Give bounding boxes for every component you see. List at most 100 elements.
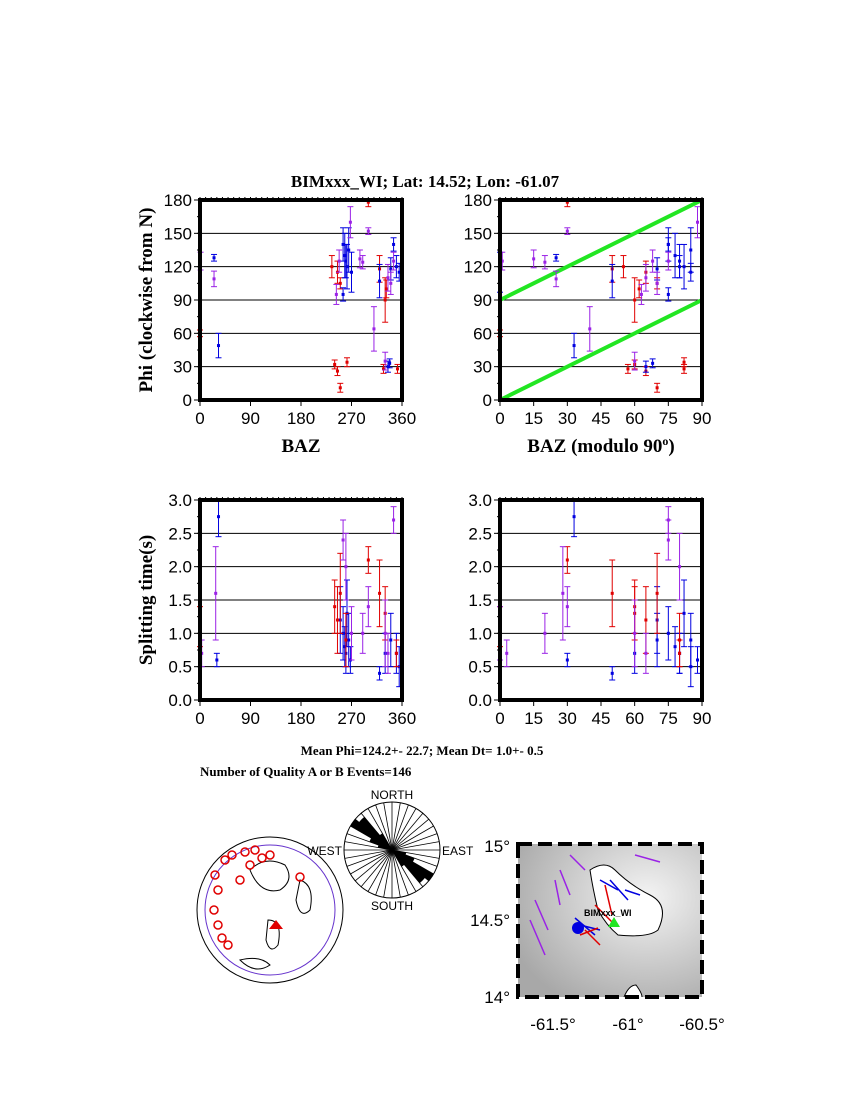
data-point xyxy=(347,248,351,252)
data-point xyxy=(361,260,365,264)
rose-petal xyxy=(350,819,392,850)
y-tick-label: 0.5 xyxy=(168,658,192,677)
data-point xyxy=(366,200,370,204)
rose-spoke xyxy=(344,841,393,851)
data-point xyxy=(343,254,347,258)
data-point xyxy=(330,265,334,269)
data-point xyxy=(572,344,576,348)
x-tick-label: 75 xyxy=(659,409,678,428)
x-tick-label: 0 xyxy=(495,709,504,728)
regional-map: BIMxxx_WI 14° 14.5° 15° -61.5° -61° -60.5° xyxy=(470,837,725,1034)
data-point xyxy=(621,265,625,269)
rose-label-west: WEST xyxy=(307,844,342,858)
rose-spoke xyxy=(367,808,393,851)
y-tick-label: 1.0 xyxy=(468,624,492,643)
data-point xyxy=(588,327,592,331)
event-marker xyxy=(213,920,223,930)
data-point xyxy=(345,265,349,269)
y-tick-label: 1.0 xyxy=(168,624,192,643)
data-point xyxy=(384,287,388,291)
data-point xyxy=(366,558,370,562)
rose-spoke xyxy=(391,812,424,851)
rose-petal xyxy=(358,816,392,850)
map-frame xyxy=(516,842,704,999)
mean-summary: Mean Phi=124.2+- 22.7; Mean Dt= 1.0+- 0.… xyxy=(301,743,544,758)
x-tick-label: 0 xyxy=(495,409,504,428)
data-point xyxy=(673,645,677,649)
rose-label-east: EAST xyxy=(442,844,474,858)
data-point xyxy=(341,292,345,296)
y-tick-label: 30 xyxy=(173,358,192,377)
data-point xyxy=(378,279,382,283)
y-tick-label: 3.0 xyxy=(168,491,192,510)
y-tick-label: 1.5 xyxy=(468,591,492,610)
data-point xyxy=(689,665,693,669)
data-point xyxy=(666,242,670,246)
station-triangle-icon xyxy=(269,920,283,929)
data-point xyxy=(689,248,693,252)
null-reference-line xyxy=(499,198,703,302)
data-point xyxy=(565,558,569,562)
latitude-label: 15° xyxy=(484,837,510,856)
rose-spoke xyxy=(391,849,409,896)
data-point xyxy=(392,518,396,522)
data-point xyxy=(388,361,392,365)
splitting-vector xyxy=(604,884,613,916)
data-point xyxy=(350,631,353,635)
data-point xyxy=(633,359,637,363)
y-tick-label: 2.5 xyxy=(168,524,192,543)
x-tick-label: 0 xyxy=(195,409,204,428)
x-tick-label: 60 xyxy=(625,709,644,728)
data-point xyxy=(666,631,670,635)
data-point xyxy=(333,362,337,366)
data-point xyxy=(673,254,677,258)
x-tick-label: 270 xyxy=(337,409,365,428)
globe-outer-ring xyxy=(196,836,344,984)
data-point xyxy=(215,658,219,662)
data-point xyxy=(338,281,342,285)
data-point xyxy=(572,515,576,519)
data-point xyxy=(696,658,700,662)
data-point xyxy=(666,518,670,522)
data-point xyxy=(361,631,365,635)
data-point xyxy=(333,605,337,609)
rose-spoke xyxy=(391,802,401,851)
rose-spoke xyxy=(391,808,417,851)
data-point xyxy=(666,259,670,263)
rose-petal xyxy=(392,850,426,884)
data-point xyxy=(610,279,614,283)
data-point xyxy=(655,267,659,271)
plot-frame xyxy=(498,498,704,702)
event-cluster xyxy=(572,922,584,934)
data-point xyxy=(345,360,349,364)
data-point xyxy=(397,270,401,274)
x-tick-label: 75 xyxy=(659,709,678,728)
rose-petal xyxy=(377,845,392,850)
data-point xyxy=(394,651,398,655)
data-point xyxy=(378,591,382,595)
event-marker xyxy=(240,847,250,857)
rose-spoke xyxy=(391,804,409,851)
data-point xyxy=(554,277,558,281)
event-marker xyxy=(227,850,237,860)
data-point xyxy=(334,292,338,296)
data-point xyxy=(335,618,339,622)
data-point xyxy=(344,259,348,263)
y-tick-label: 2.0 xyxy=(468,558,492,577)
island-south-outline xyxy=(623,984,643,998)
plot-frame xyxy=(198,498,404,702)
x-tick-label: 270 xyxy=(337,709,365,728)
data-point xyxy=(682,611,686,615)
y-tick-label: 2.0 xyxy=(168,558,192,577)
data-point xyxy=(633,298,637,302)
data-point xyxy=(389,638,393,642)
data-point xyxy=(561,591,565,595)
y-tick-label: 120 xyxy=(164,258,192,277)
rose-spoke xyxy=(391,833,438,851)
rose-spoke xyxy=(383,849,393,898)
data-point xyxy=(217,515,221,519)
data-point xyxy=(341,538,345,542)
data-point xyxy=(347,638,351,642)
continent-outlines xyxy=(239,860,312,970)
data-point xyxy=(637,287,641,291)
